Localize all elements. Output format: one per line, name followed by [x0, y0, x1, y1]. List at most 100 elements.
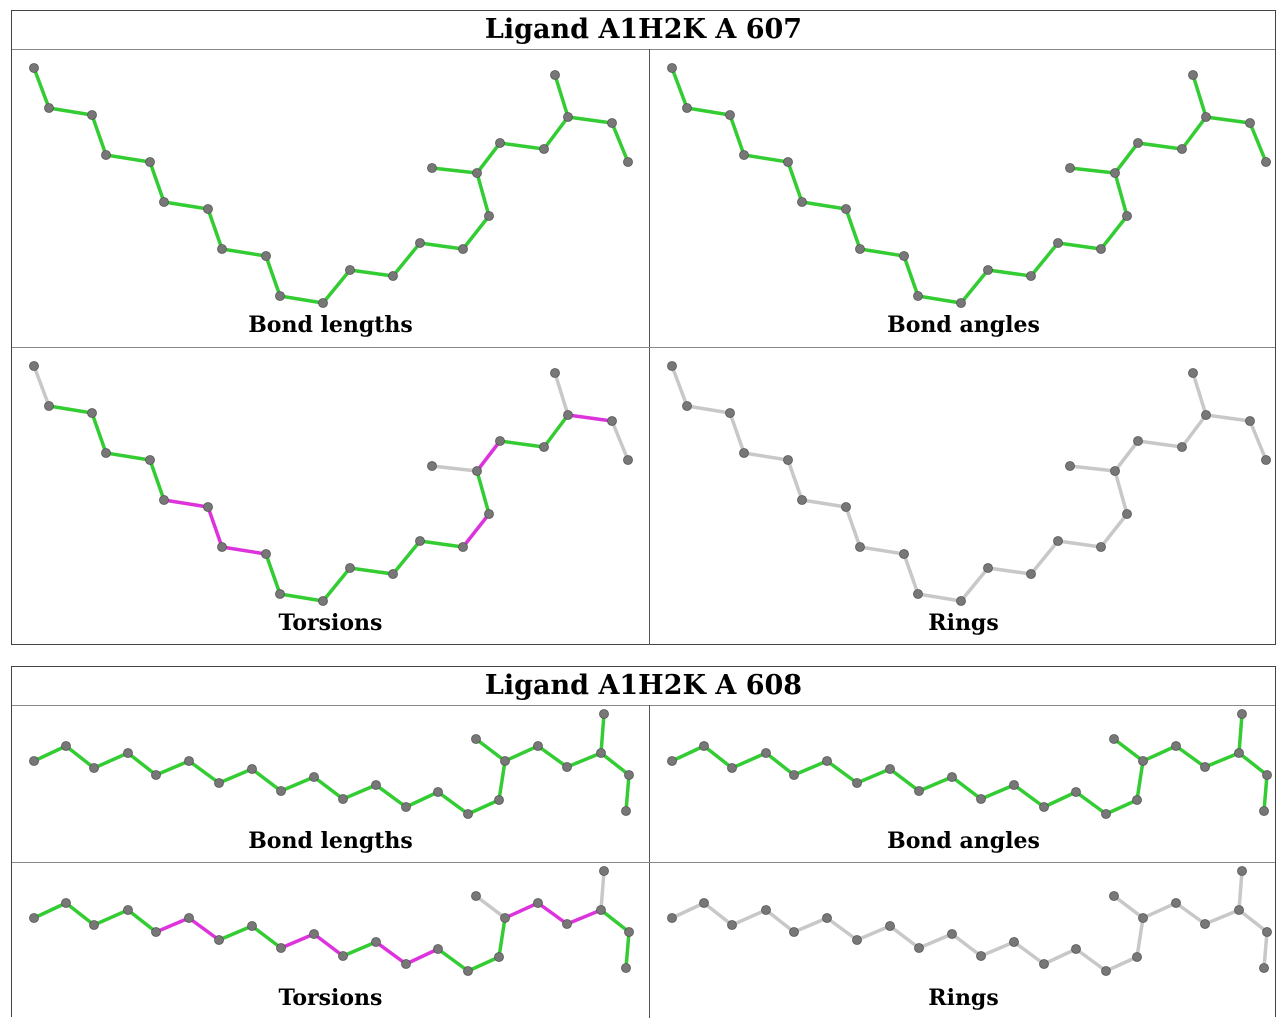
atom — [1009, 937, 1019, 947]
bond — [217, 924, 254, 942]
atom — [885, 764, 895, 774]
bond — [610, 121, 630, 164]
panel-torsions: Torsions — [12, 348, 649, 645]
atom — [1259, 806, 1269, 816]
panel-caption: Bond angles — [887, 828, 1040, 854]
atom — [345, 265, 355, 275]
bond — [503, 901, 540, 920]
bond — [599, 751, 631, 777]
atom — [1132, 952, 1142, 962]
bond — [1099, 512, 1129, 549]
bond — [279, 775, 316, 793]
atom — [885, 921, 895, 931]
atom — [433, 787, 443, 797]
panel-bond-lengths: Bond lengths — [12, 50, 649, 347]
atom — [667, 63, 677, 73]
bond — [64, 744, 96, 770]
panel-divider — [12, 347, 1275, 348]
bond — [348, 268, 395, 278]
atom — [500, 756, 510, 766]
molecule-torsions — [29, 866, 634, 976]
bond — [730, 908, 768, 927]
atom — [607, 118, 617, 128]
atom — [495, 436, 505, 446]
atom — [401, 959, 411, 969]
atom — [472, 466, 482, 476]
atom — [550, 368, 560, 378]
bond — [217, 767, 254, 785]
bond — [436, 947, 470, 973]
atom — [596, 905, 606, 915]
bond — [979, 783, 1016, 801]
atom — [1039, 959, 1049, 969]
molecule-bond-lengths — [29, 63, 633, 308]
bond — [1012, 783, 1046, 809]
panel-caption: Torsions — [278, 985, 383, 1011]
bond — [1237, 751, 1269, 777]
bond — [1174, 744, 1207, 769]
atom — [983, 563, 993, 573]
atom — [797, 495, 807, 505]
atom — [1065, 163, 1075, 173]
bond — [624, 773, 631, 813]
atom — [914, 786, 924, 796]
atom — [682, 103, 692, 113]
atom — [1026, 271, 1036, 281]
atom — [899, 251, 909, 261]
bond — [1104, 798, 1139, 816]
atom — [484, 211, 494, 221]
panel-bond-lengths: Bond lengths — [12, 706, 649, 862]
atom — [203, 502, 213, 512]
bond — [959, 566, 990, 603]
ligand-607-section: Ligand A1H2K A 607 Bond lengths Bond ang… — [11, 10, 1276, 645]
atom — [433, 944, 443, 954]
panel-bond-angles: Bond angles — [650, 50, 1276, 347]
bond — [950, 932, 983, 958]
atom — [667, 756, 677, 766]
atom — [427, 163, 437, 173]
bond — [1203, 908, 1241, 926]
atom — [29, 361, 39, 371]
bond — [104, 451, 152, 462]
atom — [214, 778, 224, 788]
atom — [533, 741, 543, 751]
bond — [1180, 413, 1208, 449]
atom — [899, 549, 909, 559]
bond — [220, 545, 268, 556]
atom — [1237, 866, 1247, 876]
atom — [1009, 780, 1019, 790]
bond — [599, 712, 606, 755]
atom — [101, 448, 111, 458]
bond — [1104, 955, 1139, 973]
bond — [1112, 894, 1145, 920]
bond — [250, 924, 283, 950]
bond — [430, 166, 479, 175]
bond — [148, 160, 166, 204]
bond — [32, 66, 51, 110]
atom — [151, 927, 161, 937]
atom — [217, 244, 227, 254]
atom — [495, 138, 505, 148]
atom — [458, 244, 468, 254]
bond — [959, 268, 990, 305]
bond — [565, 908, 603, 926]
bond — [312, 775, 345, 801]
bond — [475, 439, 502, 473]
molecule-bond-angles — [667, 63, 1271, 308]
atom — [1110, 168, 1120, 178]
atom — [1200, 919, 1210, 929]
bond — [47, 106, 94, 117]
bond — [624, 930, 631, 970]
panel-caption: Torsions — [278, 610, 383, 636]
atom — [145, 455, 155, 465]
bond — [917, 775, 954, 793]
bond — [916, 294, 963, 305]
atom — [247, 921, 257, 931]
bond — [497, 916, 507, 959]
bond — [599, 869, 606, 912]
atom — [101, 150, 111, 160]
bond — [1141, 744, 1178, 763]
atom — [761, 748, 771, 758]
bond — [950, 775, 983, 801]
atom — [61, 898, 71, 908]
